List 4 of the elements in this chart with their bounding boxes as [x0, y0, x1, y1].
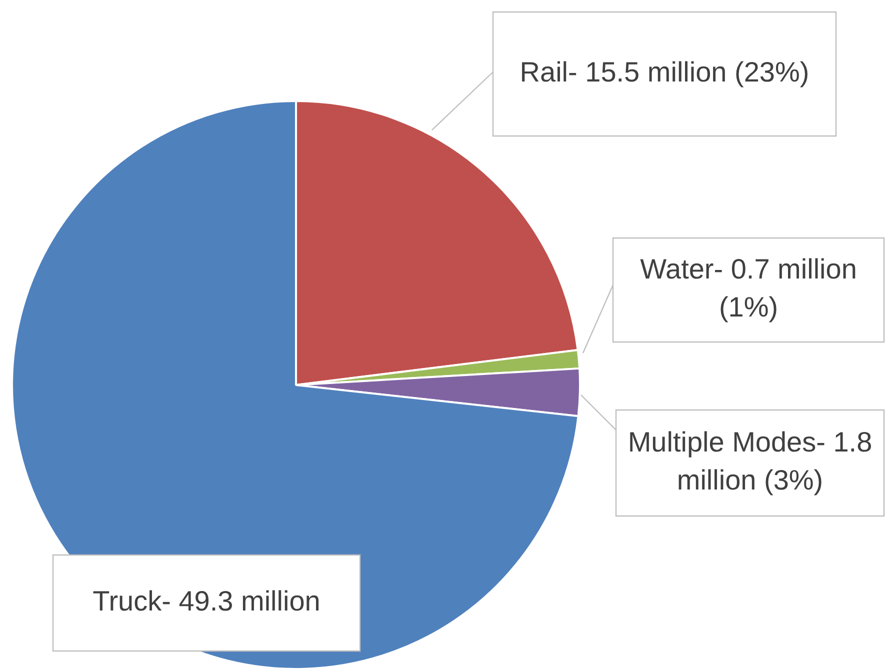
slice-label: Water- 0.7 million (1%): [640, 254, 857, 323]
slice-label: Multiple Modes- 1.8 million (3%): [628, 426, 872, 496]
slice-label: Truck- 49.3 million: [92, 586, 320, 617]
slice-label: Rail- 15.5 million (23%): [520, 56, 810, 88]
